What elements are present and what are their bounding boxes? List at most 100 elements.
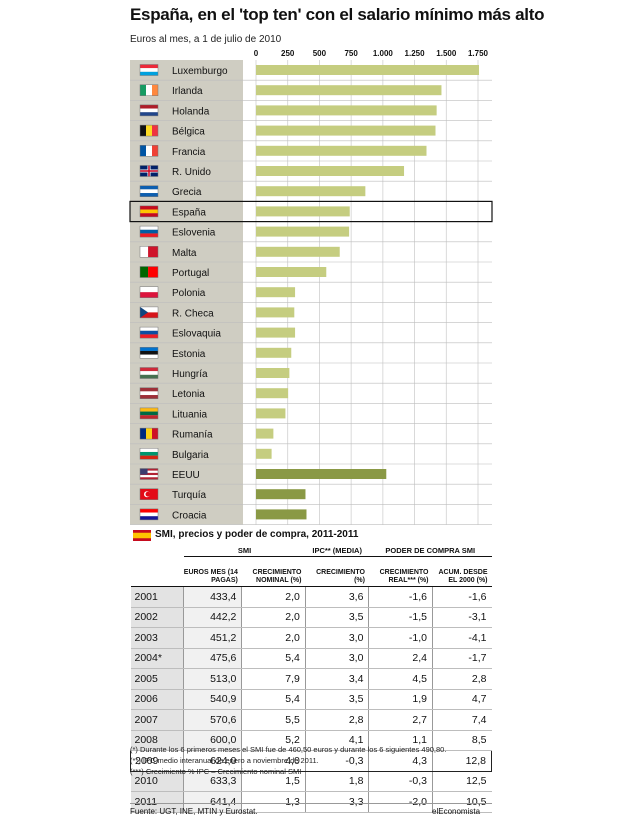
flag-part: [140, 312, 158, 318]
value-cell: 600,0: [183, 730, 242, 751]
flag-border: [139, 448, 159, 460]
value-cell: 3,5: [304, 607, 369, 628]
value-cell: 433,4: [183, 586, 242, 608]
bar: [256, 428, 274, 439]
footnote-3: (***) Crecimiento % IPC – Crecimiento no…: [130, 767, 302, 776]
value-cell: 2,7: [368, 709, 433, 731]
bar: [256, 125, 436, 136]
value-cell: 4,0: [241, 750, 306, 772]
flag-part: [140, 330, 158, 335]
flag-border: [139, 185, 159, 197]
flag-border: [139, 427, 159, 440]
value-cell: 3,5: [304, 689, 369, 710]
category-label: Eslovaquia: [172, 329, 221, 340]
value-cell: 633,3: [183, 771, 242, 792]
flag-border: [139, 387, 159, 399]
flag-part: [140, 468, 158, 471]
value-cell: 1,5: [241, 771, 306, 792]
value-cell: -3,1: [432, 607, 492, 628]
bar: [256, 469, 387, 479]
flag-part: [140, 306, 158, 313]
value-cell: 4,3: [368, 750, 433, 772]
bar: [256, 226, 350, 237]
flag-part: [152, 145, 158, 157]
bar: [256, 267, 327, 277]
value-cell: -2,0: [368, 791, 433, 813]
flag-part: [146, 428, 152, 440]
value-cell: 2,0: [241, 627, 306, 649]
x-tick-label: 1.000: [373, 49, 394, 58]
flag-part: [152, 125, 158, 137]
value-cell: 540,9: [183, 689, 242, 710]
flag-part: [140, 477, 158, 480]
flag-part: [140, 516, 158, 520]
flag-part: [140, 327, 158, 331]
flag-part: [140, 286, 158, 293]
flag-border: [139, 306, 159, 319]
source-divider: [130, 803, 492, 804]
category-label: Turquía: [172, 490, 207, 501]
category-label: Lituania: [172, 409, 207, 420]
year-cell: 2006: [130, 689, 184, 710]
value-cell: 4,7: [432, 689, 492, 710]
group-header-poder: PODER DE COMPRA SMI: [368, 545, 492, 557]
flag-border: [139, 266, 159, 278]
table-row: 2011 641,4 1,3 3,3 -2,0 10,5: [130, 791, 492, 813]
flag-border: [139, 326, 159, 339]
flag-part: [140, 68, 158, 72]
chart-subtitle: Euros al mes, a 1 de julio de 2010: [130, 34, 282, 45]
value-cell: -0,3: [304, 750, 369, 772]
group-header-smi: SMI: [183, 545, 306, 557]
category-label: Eslovenia: [172, 228, 216, 239]
chart-title: España, en el 'top ten' con el salario m…: [130, 5, 545, 24]
flag-border: [139, 367, 159, 379]
category-label: Portugal: [172, 268, 209, 279]
flag-border: [139, 225, 159, 238]
year-cell: 2009: [129, 750, 184, 772]
bar: [256, 448, 272, 459]
flag-part: [140, 193, 158, 197]
year-cell: 2005: [130, 668, 184, 690]
x-tick-label: 750: [344, 49, 358, 58]
bar: [256, 186, 366, 197]
flag-part: [140, 395, 158, 399]
bar: [256, 408, 286, 419]
category-label: R. Checa: [172, 308, 214, 319]
flag-part: [140, 226, 158, 230]
flag-part: [140, 407, 158, 412]
flag-part: [140, 233, 158, 238]
flag-part: [145, 491, 151, 497]
flag-border: [139, 64, 159, 76]
value-cell: 5,4: [241, 648, 306, 669]
group-header-ipc: IPC** (MEDIA): [305, 545, 369, 557]
value-cell: 3,0: [304, 627, 369, 649]
flag-part: [140, 64, 158, 69]
category-label: Luxemburgo: [172, 66, 228, 77]
value-cell: 5,5: [241, 709, 306, 731]
table-row: 2005 513,0 7,9 3,4 4,5 2,8: [130, 668, 492, 690]
value-cell: 2,0: [241, 586, 306, 608]
value-cell: 3,4: [304, 668, 369, 690]
flag-part: [140, 367, 158, 372]
year-cell: 2008: [130, 730, 184, 751]
value-cell: 12,5: [432, 771, 492, 792]
flag-part: [140, 374, 158, 379]
value-cell: 2,0: [241, 607, 306, 628]
category-label: Letonia: [172, 389, 205, 400]
value-cell: 1,3: [241, 791, 306, 813]
x-tick-label: 250: [281, 49, 295, 58]
flag-part: [140, 472, 158, 476]
value-cell: 10,5: [432, 791, 492, 813]
table-row: 2006 540,9 5,4 3,5 1,9 4,7: [130, 689, 492, 710]
value-cell: -1,7: [432, 648, 492, 669]
value-cell: 12,8: [432, 750, 492, 772]
value-cell: 2,8: [304, 709, 369, 731]
value-cell: 641,4: [183, 791, 242, 813]
year-cell: 2011: [130, 791, 184, 813]
flag-part: [140, 451, 158, 456]
value-cell: 442,2: [183, 607, 242, 628]
value-cell: 2,8: [432, 668, 492, 690]
flag-border: [139, 165, 159, 177]
flag-part: [140, 391, 158, 396]
year-cell: 2001: [130, 586, 184, 608]
